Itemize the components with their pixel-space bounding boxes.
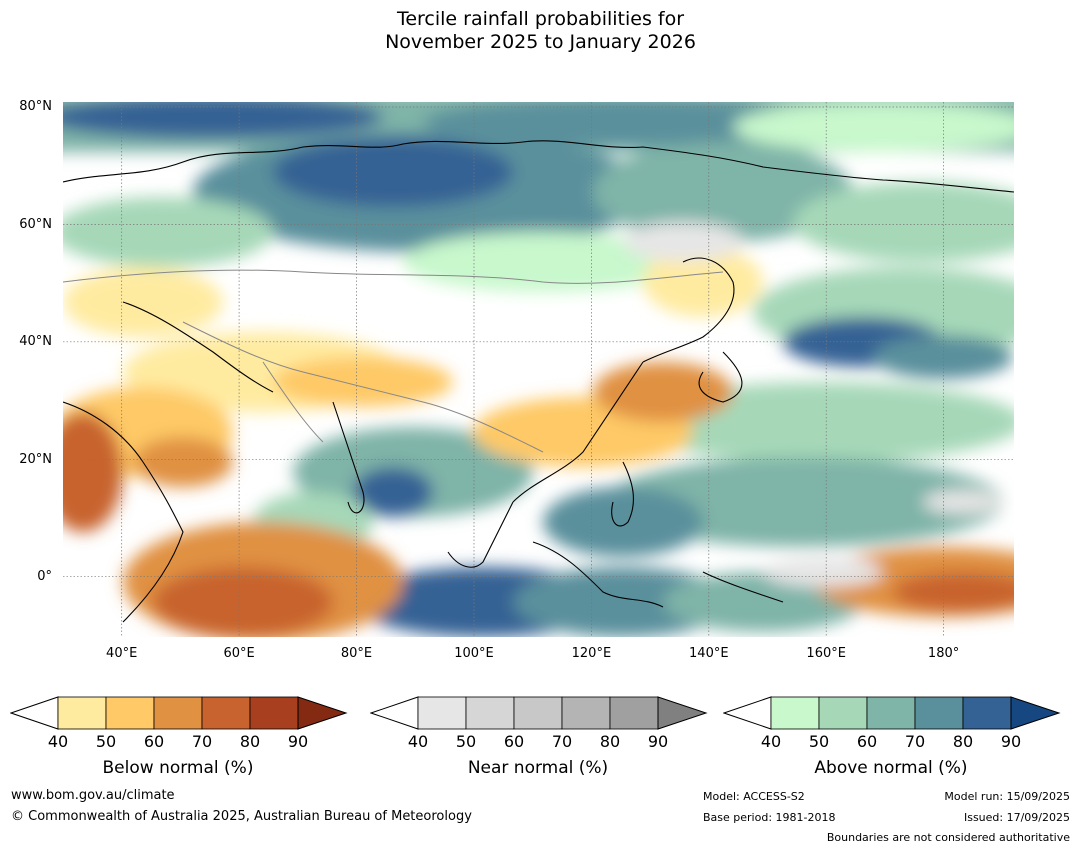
lat-label-40n: 40°N [19, 334, 52, 349]
near-tick-90: 90 [647, 732, 669, 751]
map-title: Tercile rainfall probabilities for Novem… [0, 8, 1081, 54]
footer-copyright: © Commonwealth of Australia 2025, Austra… [11, 809, 472, 824]
colorbar-below-title: Below normal (%) [102, 758, 254, 778]
above-high-extension [1010, 696, 1061, 730]
footer-model: Model: ACCESS-S2 [703, 790, 805, 803]
lon-label-40e: 40°E [106, 646, 138, 661]
footer-disclaimer: Boundaries are not considered authoritat… [826, 831, 1070, 844]
lon-label-120e: 120°E [571, 646, 612, 661]
colorbar-near-normal [370, 696, 708, 730]
near-swatch-60 [513, 696, 563, 730]
above-swatch-40 [770, 696, 820, 730]
above-swatch-60 [866, 696, 916, 730]
above-tick-70: 70 [904, 732, 926, 751]
near-tick-60: 60 [503, 732, 525, 751]
below-swatch-50 [105, 696, 155, 730]
lat-label-80n: 80°N [19, 99, 52, 114]
lat-label-60n: 60°N [19, 217, 52, 232]
footer-issued: Issued: 17/09/2025 [963, 811, 1070, 824]
below-swatch-40 [57, 696, 107, 730]
map-canvas [63, 102, 1014, 637]
colorbar-below-normal [10, 696, 348, 730]
below-tick-60: 60 [143, 732, 165, 751]
near-tick-40: 40 [407, 732, 429, 751]
above-swatch-50 [818, 696, 868, 730]
colorbar-above-normal [723, 696, 1061, 730]
above-swatch-70 [914, 696, 964, 730]
below-tick-90: 90 [287, 732, 309, 751]
lon-label-100e: 100°E [454, 646, 494, 661]
near-swatch-80 [609, 696, 659, 730]
lat-label-20n: 20°N [19, 452, 52, 467]
footer-url: www.bom.gov.au/climate [11, 788, 175, 803]
lon-label-80e: 80°E [340, 646, 373, 661]
above-tick-50: 50 [808, 732, 830, 751]
rainfall-probability-map [63, 102, 1014, 637]
above-tick-80: 80 [952, 732, 974, 751]
above-tick-90: 90 [1000, 732, 1022, 751]
below-tick-80: 80 [239, 732, 261, 751]
above-low-extension [723, 696, 772, 730]
below-tick-70: 70 [191, 732, 213, 751]
lon-label-160e: 160°E [806, 646, 846, 661]
below-tick-40: 40 [47, 732, 69, 751]
above-tick-60: 60 [856, 732, 878, 751]
footer-base-period: Base period: 1981-2018 [703, 811, 836, 824]
colorbar-near-title: Near normal (%) [467, 758, 609, 778]
lat-label-0: 0° [37, 569, 52, 584]
near-high-extension [657, 696, 708, 730]
near-swatch-50 [465, 696, 515, 730]
above-swatch-80 [962, 696, 1012, 730]
boundaries [63, 269, 724, 453]
below-swatch-60 [153, 696, 203, 730]
lon-label-180: 180° [927, 646, 960, 661]
title-line-2: November 2025 to January 2026 [385, 31, 696, 53]
footer-model-run: Model run: 15/09/2025 [944, 790, 1070, 803]
near-tick-80: 80 [599, 732, 621, 751]
near-tick-50: 50 [455, 732, 477, 751]
lon-label-140e: 140°E [689, 646, 729, 661]
below-low-extension [10, 696, 59, 730]
near-swatch-40 [417, 696, 467, 730]
below-swatch-80 [249, 696, 299, 730]
below-swatch-70 [201, 696, 251, 730]
near-tick-70: 70 [551, 732, 573, 751]
colorbar-above-title: Above normal (%) [814, 758, 968, 778]
coastlines [63, 140, 1014, 623]
below-high-extension [297, 696, 348, 730]
above-tick-40: 40 [760, 732, 782, 751]
probability-field [63, 102, 1014, 637]
near-swatch-70 [561, 696, 611, 730]
below-tick-50: 50 [95, 732, 117, 751]
near-low-extension [370, 696, 419, 730]
lon-label-60e: 60°E [223, 646, 255, 661]
graticule [63, 102, 1014, 637]
title-line-1: Tercile rainfall probabilities for [396, 8, 685, 30]
